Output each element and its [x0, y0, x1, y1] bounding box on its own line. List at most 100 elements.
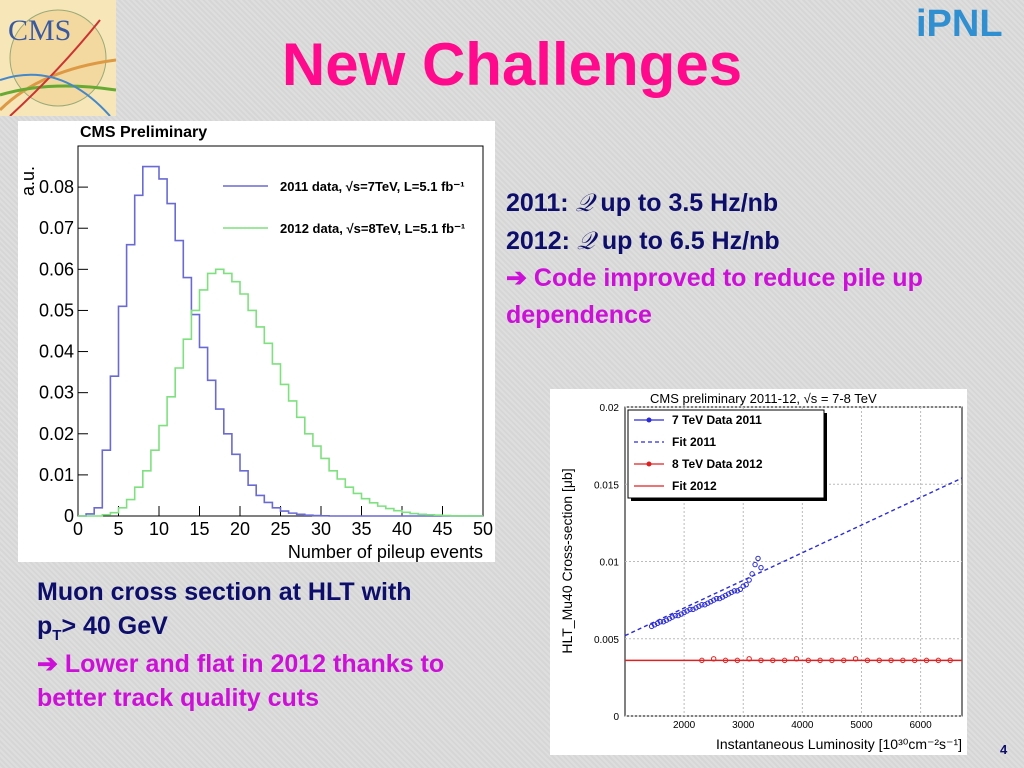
cross-section-chart: CMS preliminary 2011-12, √s = 7-8 TeV 200…	[559, 391, 963, 752]
data-point	[651, 622, 658, 628]
x-tick-label: 45	[432, 519, 452, 539]
data-point	[681, 609, 687, 616]
data-point	[734, 588, 741, 594]
data-point	[702, 602, 708, 608]
rate-2011-line: 2011: 𝒬 up to 3.5 Hz/nb	[506, 184, 1016, 222]
legend-shadow	[631, 498, 827, 501]
data-point	[687, 606, 693, 613]
y-tick-label: 0.02	[600, 403, 620, 414]
rate-2012-line: 2012: 𝒬 up to 6.5 Hz/nb	[506, 222, 1016, 260]
rate-2011-label: 2011:	[506, 189, 569, 217]
tracking-note-line1: Lower and flat in 2012 thanks to	[64, 650, 445, 678]
data-point	[743, 581, 749, 588]
y-tick-label: 0.05	[39, 300, 74, 320]
data-point	[731, 588, 738, 594]
ipnl-logo: iPNL	[916, 3, 1003, 44]
code-improvement-note: ➔ Code improved to reduce pile up depend…	[506, 260, 1016, 334]
x-tick-label: 4000	[791, 720, 814, 731]
y-tick-label: 0.03	[39, 383, 74, 403]
y-axis-label: HLT_Mu40 Cross-section [μb]	[559, 468, 575, 653]
pt-subscript: T	[52, 627, 62, 644]
arrow-icon: ➔	[506, 264, 527, 292]
data-point	[669, 614, 675, 620]
slide-title: New Challenges	[281, 31, 743, 98]
x-tick-label: 5	[113, 519, 123, 539]
data-point	[725, 591, 732, 597]
legend-box	[627, 409, 825, 499]
data-point	[693, 605, 699, 611]
series-line-1	[78, 165, 483, 517]
series-line-2	[78, 268, 483, 517]
y-tick-label: 0.06	[39, 259, 74, 279]
legend-label-3: 8 TeV Data 2012	[672, 457, 763, 471]
chart-title: CMS Preliminary	[80, 124, 207, 141]
y-tick-label: 0.02	[39, 424, 74, 444]
y-tick-label: 0	[613, 712, 619, 723]
q-symbol: 𝒬	[576, 226, 595, 255]
note-text-line2: dependence	[506, 301, 652, 329]
y-tick-label: 0.01	[39, 465, 74, 485]
note-text-line1: Code improved to reduce pile up	[533, 264, 923, 292]
arrow-icon: ➔	[37, 650, 58, 678]
tracking-note-line2: better track quality cuts	[37, 684, 320, 712]
pileup-chart: CMS Preliminary 0 5 10 15 20 25 30 35 40 45 50 0 0.01…	[18, 124, 493, 562]
data-point	[758, 564, 764, 571]
y-axis-label: a.u.	[18, 166, 38, 196]
muon-xsec-line2: pT> 40 GeV	[37, 609, 547, 647]
x-tick-label: 2000	[673, 720, 696, 731]
x-tick-label: 30	[311, 519, 331, 539]
legend-marker-3	[646, 461, 652, 467]
x-tick-label: 5000	[850, 720, 873, 731]
data-point	[708, 598, 714, 605]
data-point	[663, 617, 670, 623]
x-tick-label: 50	[473, 519, 493, 539]
q-symbol: 𝒬	[575, 188, 594, 217]
rate-2011-value: up to 3.5 Hz/nb	[600, 189, 779, 217]
data-point	[660, 619, 667, 625]
y-tick-label: 0.005	[594, 635, 619, 646]
page-number: 4	[1000, 742, 1008, 757]
data-point	[672, 612, 678, 619]
pileup-chart-panel: CMS Preliminary 0 5 10 15 20 25 30 35 40 45 50 0 0.01…	[18, 121, 495, 562]
y-tick-label: 0.07	[39, 218, 74, 238]
cms-logo: CMS	[0, 0, 116, 116]
data-point	[737, 586, 743, 593]
cms-logo-text: CMS	[8, 14, 71, 47]
ipnl-logo-text: iPNL	[916, 3, 1003, 44]
cross-section-chart-panel: CMS preliminary 2011-12, √s = 7-8 TeV 200…	[550, 389, 967, 755]
x-tick-label: 40	[392, 519, 412, 539]
legend-label-1: 2011 data, √s=7TeV, L=5.1 fb⁻¹	[280, 179, 465, 194]
fit-line-1	[624, 477, 963, 637]
x-tick-label: 3000	[732, 720, 755, 731]
rate-2012-value: up to 6.5 Hz/nb	[601, 227, 780, 255]
x-tick-label: 0	[73, 519, 83, 539]
chart-title: CMS preliminary 2011-12, √s = 7-8 TeV	[650, 391, 877, 406]
data-point	[719, 594, 726, 600]
legend-label-2: 2012 data, √s=8TeV, L=5.1 fb⁻¹	[280, 221, 465, 236]
data-point	[684, 608, 690, 614]
data-point	[678, 611, 684, 617]
data-point	[728, 589, 735, 596]
plot-frame	[77, 145, 484, 517]
x-tick-label: 6000	[909, 720, 932, 731]
data-point	[705, 600, 711, 606]
legend-label-1: 7 TeV Data 2011	[672, 413, 762, 427]
x-tick-label: 10	[149, 519, 169, 539]
legend-label-4: Fit 2012	[672, 479, 717, 493]
data-point	[690, 606, 696, 613]
left-text-block: Muon cross section at HLT with pT> 40 Ge…	[37, 575, 547, 715]
rate-2012-label: 2012:	[506, 227, 570, 255]
legend-marker-1	[646, 417, 652, 423]
data-point	[699, 602, 705, 608]
data-point	[710, 597, 717, 603]
y-tick-label: 0.015	[594, 480, 619, 491]
x-tick-label: 35	[351, 519, 371, 539]
data-point	[752, 561, 758, 568]
muon-xsec-line1: Muon cross section at HLT with	[37, 578, 412, 606]
data-point	[648, 623, 655, 630]
data-point	[713, 595, 720, 602]
x-axis-label: Instantaneous Luminosity [10³⁰cm⁻²s⁻¹]	[716, 736, 962, 752]
data-point	[675, 612, 681, 619]
legend-shadow	[824, 413, 827, 501]
x-tick-label: 15	[189, 519, 209, 539]
